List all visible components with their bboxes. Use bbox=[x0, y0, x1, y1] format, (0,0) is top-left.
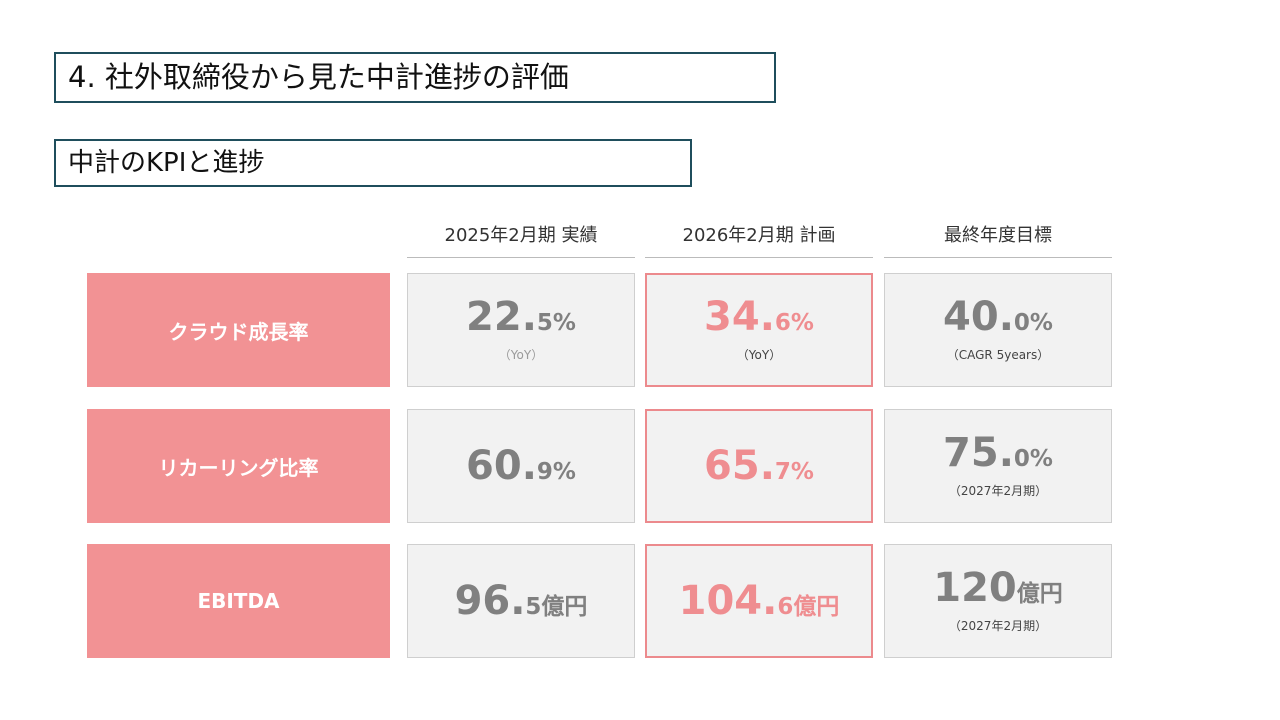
cell-ebitda-plan: 104.6億円 bbox=[645, 544, 873, 658]
row-label-ebitda: EBITDA bbox=[87, 544, 390, 658]
value: 22.5% bbox=[466, 294, 576, 340]
value: 65.7% bbox=[704, 443, 814, 489]
value-note: （CAGR 5years） bbox=[946, 348, 1050, 362]
value-note: （2027年2月期） bbox=[948, 484, 1048, 498]
value-note: （YoY） bbox=[498, 348, 544, 362]
value: 60.9% bbox=[466, 443, 576, 489]
value: 120億円 bbox=[933, 565, 1063, 611]
cell-cloud-growth-actual: 22.5% （YoY） bbox=[407, 273, 635, 387]
cell-ebitda-target: 120億円 （2027年2月期） bbox=[884, 544, 1112, 658]
cell-ebitda-actual: 96.5億円 bbox=[407, 544, 635, 658]
page-title: 4. 社外取締役から見た中計進捗の評価 bbox=[54, 52, 776, 103]
value: 104.6億円 bbox=[678, 578, 840, 624]
column-header-actual: 2025年2月期 実績 bbox=[407, 222, 635, 258]
value-note: （2027年2月期） bbox=[948, 619, 1048, 633]
value: 96.5億円 bbox=[454, 578, 588, 624]
column-header-plan: 2026年2月期 計画 bbox=[645, 222, 873, 258]
cell-recurring-ratio-plan: 65.7% bbox=[645, 409, 873, 523]
value: 34.6% bbox=[704, 294, 814, 340]
section-subtitle: 中計のKPIと進捗 bbox=[54, 139, 692, 187]
column-header-target: 最終年度目標 bbox=[884, 222, 1112, 258]
value-note: （YoY） bbox=[736, 348, 782, 362]
row-label-recurring-ratio: リカーリング比率 bbox=[87, 409, 390, 523]
cell-cloud-growth-target: 40.0% （CAGR 5years） bbox=[884, 273, 1112, 387]
row-label-cloud-growth: クラウド成長率 bbox=[87, 273, 390, 387]
cell-recurring-ratio-target: 75.0% （2027年2月期） bbox=[884, 409, 1112, 523]
cell-cloud-growth-plan: 34.6% （YoY） bbox=[645, 273, 873, 387]
value: 40.0% bbox=[943, 294, 1053, 340]
value: 75.0% bbox=[943, 430, 1053, 476]
cell-recurring-ratio-actual: 60.9% bbox=[407, 409, 635, 523]
